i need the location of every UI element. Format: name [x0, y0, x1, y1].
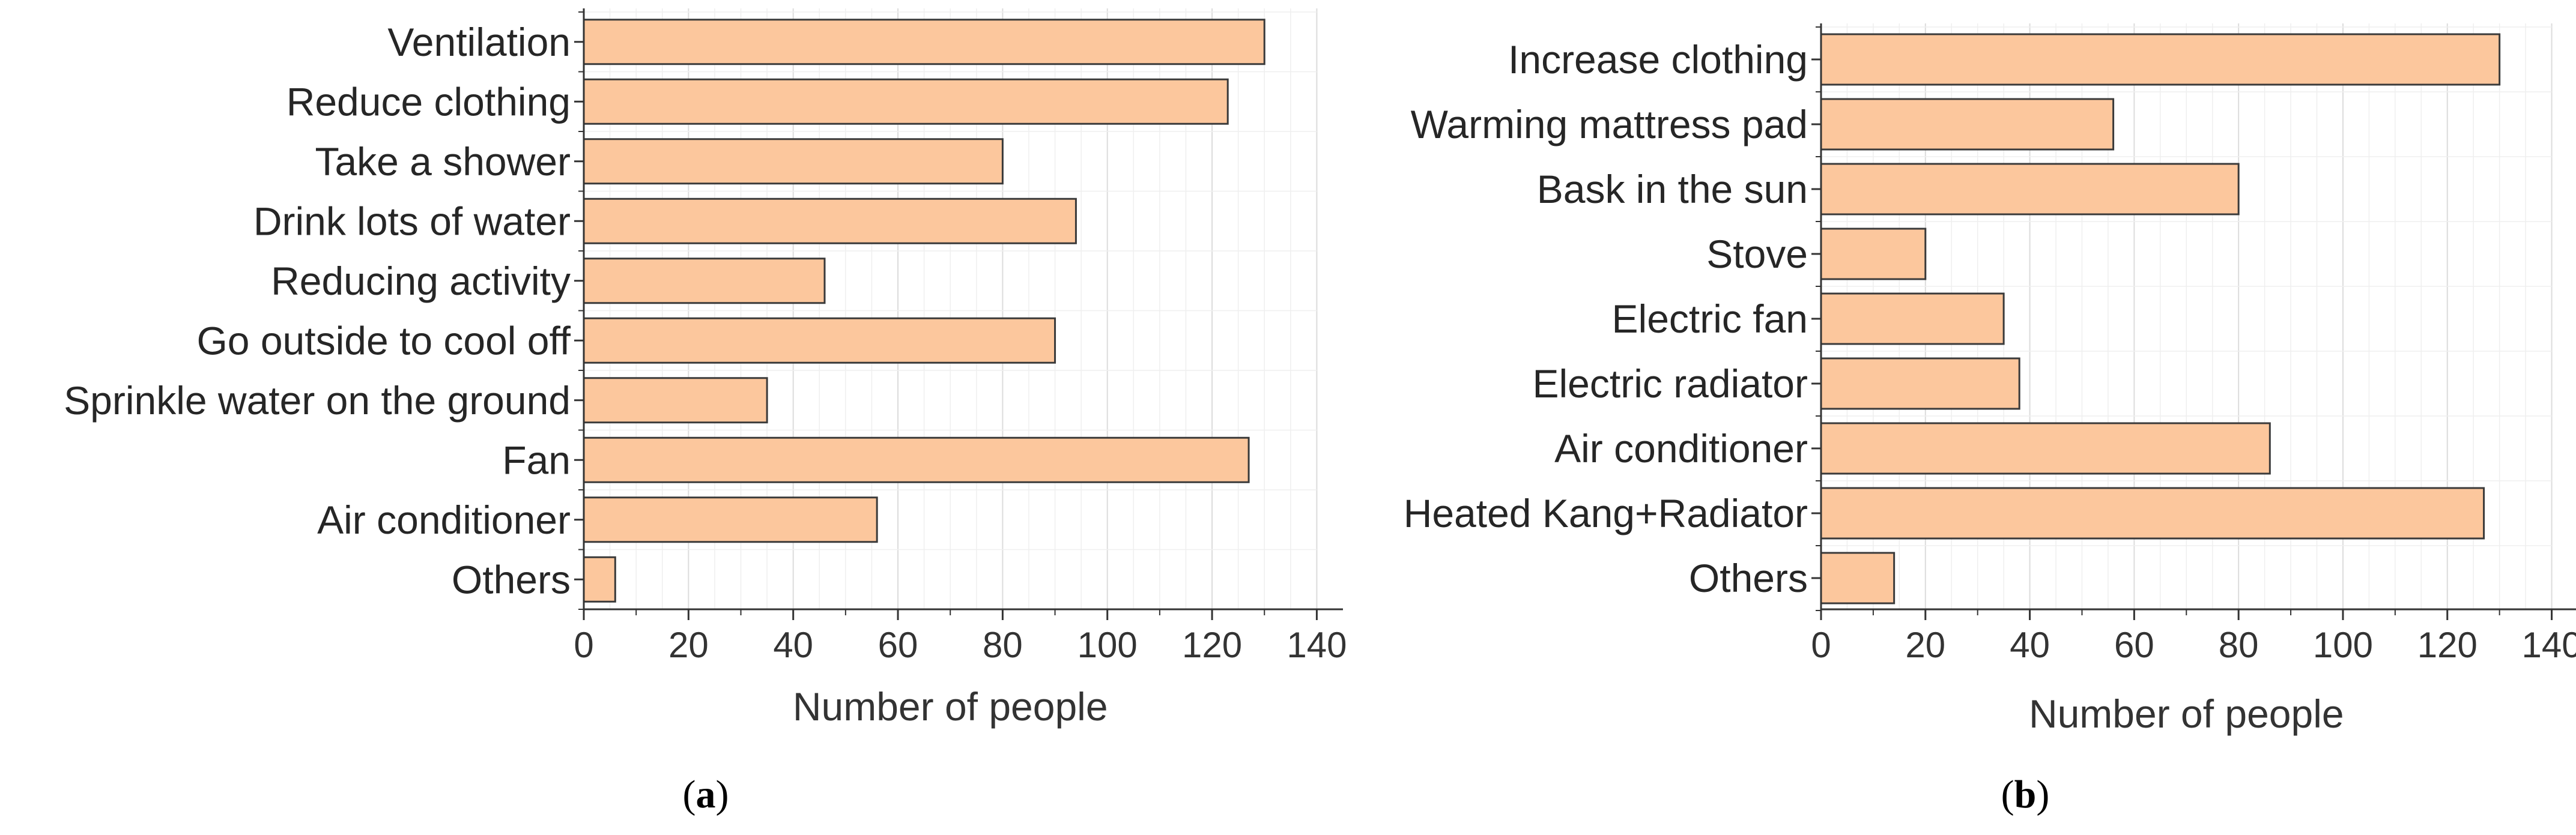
- b-bar: [1820, 487, 2485, 540]
- a-bar: [583, 138, 1004, 185]
- b-bar: [1820, 98, 2115, 151]
- b-category-label: Stove: [1706, 232, 1808, 276]
- b-panel-label: (b): [2001, 773, 2050, 816]
- a-bar: [583, 19, 1265, 65]
- b-category-label: Increase clothing: [1508, 37, 1808, 82]
- a-bar: [583, 317, 1056, 364]
- b-bar: [1820, 163, 2240, 216]
- b-x-tick-label: 60: [2114, 625, 2154, 665]
- b-category-label: Heated Kang+Radiator: [1404, 491, 1808, 535]
- a-bar: [583, 556, 616, 603]
- a-x-tick-label: 40: [773, 625, 813, 665]
- b-bar: [1820, 292, 2005, 345]
- a-category-label: Ventilation: [387, 20, 571, 64]
- a-x-tick-label: 100: [1077, 625, 1138, 665]
- b-category-label: Electric radiator: [1533, 361, 1808, 406]
- b-bar: [1820, 228, 1927, 280]
- a-bar: [583, 377, 768, 424]
- a-x-tick-label: 120: [1182, 625, 1242, 665]
- b-category-label: Electric fan: [1612, 297, 1808, 341]
- b-x-tick-label: 40: [2010, 625, 2050, 665]
- a-category-label: Reduce clothing: [286, 79, 571, 124]
- a-bar: [583, 496, 878, 543]
- a-x-tick-label: 140: [1286, 625, 1347, 665]
- b-x-tick-label: 0: [1811, 625, 1831, 665]
- b-bar: [1820, 552, 1896, 604]
- b-bar: [1820, 33, 2501, 86]
- a-panel-label: (a): [683, 773, 729, 816]
- a-bar: [583, 258, 826, 304]
- b-category-label: Bask in the sun: [1537, 167, 1808, 211]
- b-category-label: Air conditioner: [1554, 426, 1808, 471]
- b-category-label: Others: [1689, 556, 1808, 600]
- b-category-label: Warming mattress pad: [1411, 102, 1808, 146]
- a-x-tick-label: 0: [574, 625, 593, 665]
- a-category-label: Air conditioner: [317, 498, 571, 542]
- b-bar: [1820, 357, 2020, 410]
- b-x-axis-title: Number of people: [2029, 692, 2344, 736]
- a-category-label: Sprinkle water on the ground: [64, 378, 571, 423]
- b-x-tick-label: 20: [1905, 625, 1945, 665]
- a-bar: [583, 197, 1077, 244]
- b-x-tick-label: 140: [2521, 625, 2576, 665]
- chart-b: Increase clothing Warming mattress pad Bas…: [1404, 23, 2576, 816]
- a-bar: [583, 436, 1250, 483]
- b-x-tick-label: 120: [2417, 625, 2478, 665]
- a-category-label: Drink lots of water: [253, 199, 571, 243]
- b-bar: [1820, 422, 2271, 475]
- a-x-tick-label: 80: [983, 625, 1023, 665]
- a-bar: [583, 78, 1229, 125]
- a-category-label: Go outside to cool off: [196, 318, 571, 363]
- a-category-label: Reducing activity: [271, 259, 571, 303]
- a-category-label: Take a shower: [315, 139, 571, 184]
- a-category-label: Fan: [502, 438, 571, 482]
- chart-a: Ventilation Reduce clothing Take a shower D…: [64, 8, 1347, 816]
- b-x-tick-label: 100: [2313, 625, 2373, 665]
- a-x-tick-label: 20: [668, 625, 709, 665]
- b-x-tick-label: 80: [2219, 625, 2259, 665]
- a-category-label: Others: [452, 557, 571, 601]
- a-x-axis-title: Number of people: [793, 684, 1108, 729]
- a-x-tick-label: 60: [878, 625, 918, 665]
